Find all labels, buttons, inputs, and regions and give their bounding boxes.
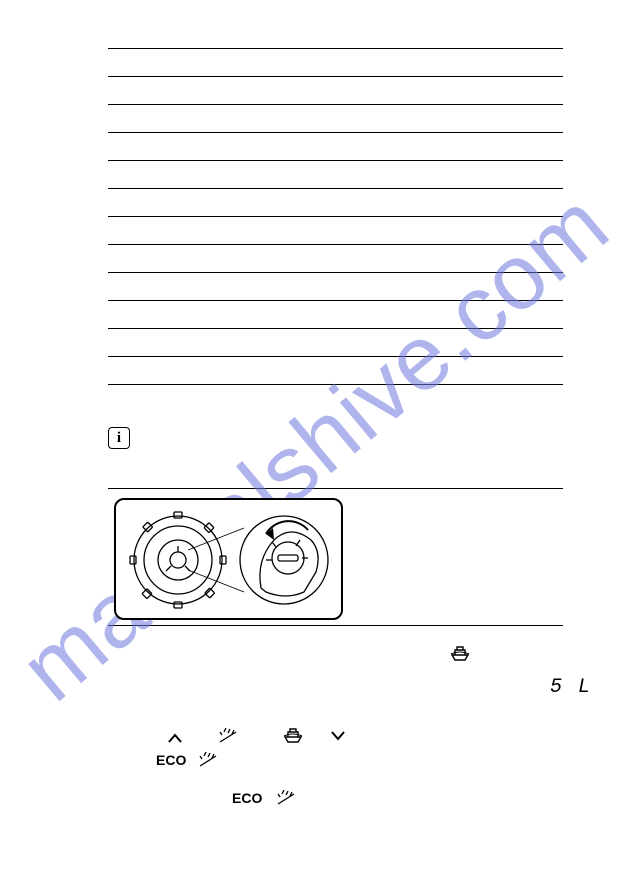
eco-label: ECO — [232, 790, 262, 806]
rinse-aid-icon — [198, 752, 220, 773]
display-value: 5 L — [550, 676, 592, 699]
table-row — [108, 77, 563, 105]
table-row — [108, 357, 563, 385]
softener-dial-figure — [114, 498, 343, 620]
down-caret-icon — [330, 726, 346, 747]
settings-table — [108, 48, 563, 385]
eco-label: ECO — [156, 752, 186, 768]
table-row — [108, 105, 563, 133]
salt-container-icon — [449, 644, 471, 667]
table-row — [108, 301, 563, 329]
rinse-aid-icon — [218, 728, 240, 749]
table-row — [108, 189, 563, 217]
salt-container-icon — [282, 726, 304, 749]
table-row — [108, 273, 563, 301]
table-row — [108, 49, 563, 77]
table-row — [108, 217, 563, 245]
softener-dial-svg — [116, 500, 341, 618]
table-row — [108, 133, 563, 161]
table-row — [108, 329, 563, 357]
info-icon: i — [108, 427, 130, 449]
table-row — [108, 161, 563, 189]
rinse-aid-icon — [276, 790, 298, 811]
figure-top-rule — [108, 488, 563, 489]
up-caret-icon — [167, 728, 183, 749]
table-row — [108, 245, 563, 273]
figure-bottom-rule — [108, 625, 563, 626]
